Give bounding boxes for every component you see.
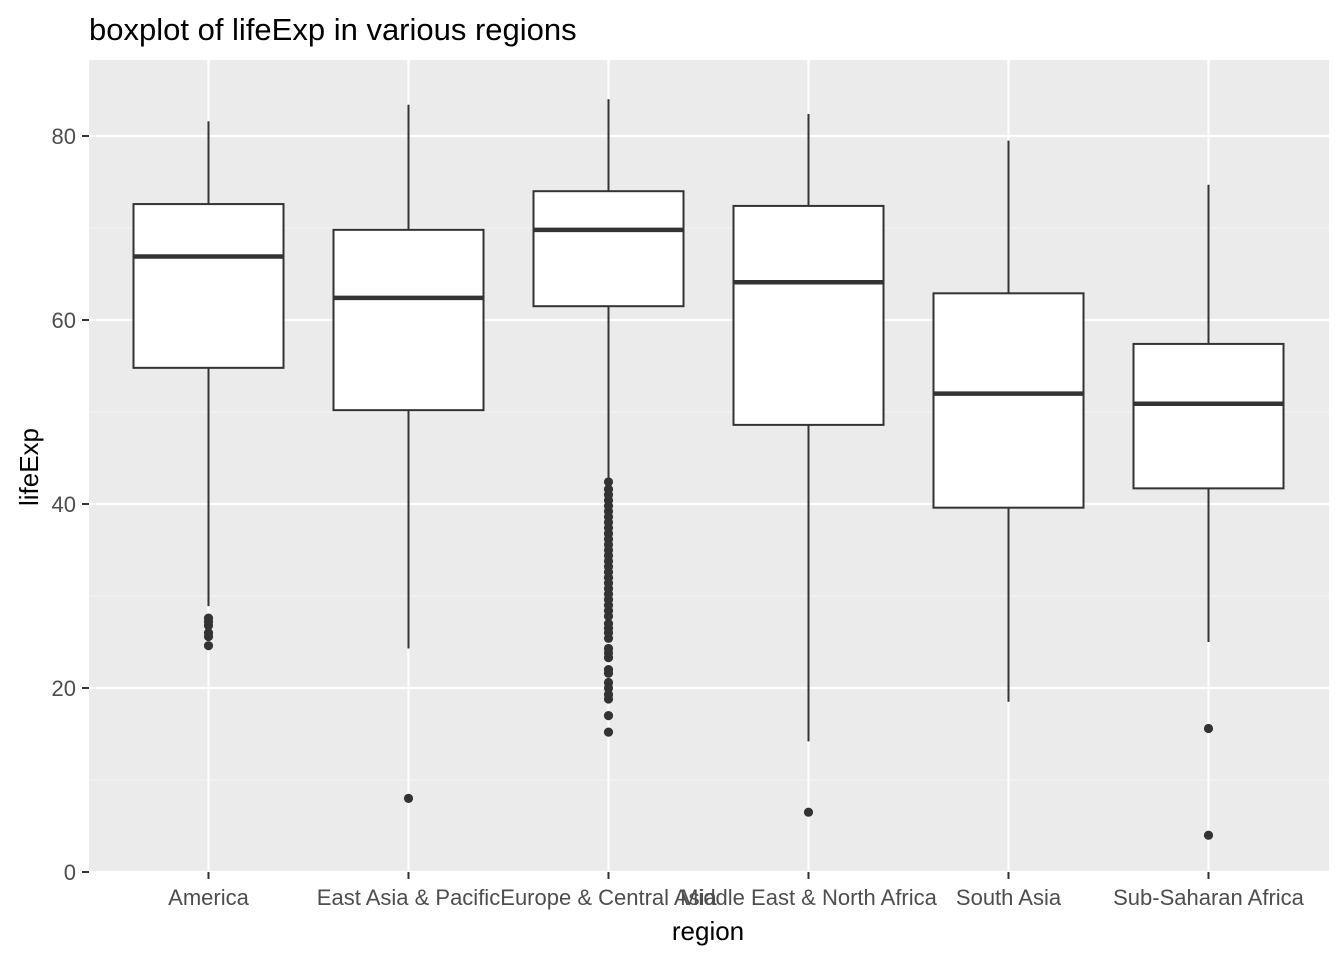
box-iqr <box>932 292 1085 509</box>
box-group <box>532 99 685 737</box>
y-tick-label: 20 <box>52 676 76 701</box>
chart-title: boxplot of lifeExp in various regions <box>89 12 577 47</box>
outlier-point <box>603 484 614 494</box>
outlier-point <box>203 628 214 638</box>
x-axis-title: region <box>672 916 744 946</box>
box-group <box>332 104 485 804</box>
x-tick-label: Middle East & North Africa <box>680 885 938 910</box>
outlier-point <box>603 665 614 675</box>
boxes-layer <box>132 99 1285 840</box>
box-iqr <box>732 204 885 426</box>
x-tick-label: South Asia <box>956 885 1062 910</box>
box-iqr <box>1132 342 1285 490</box>
box-iqr <box>132 203 285 369</box>
box-group <box>732 113 885 817</box>
box-iqr <box>532 190 685 308</box>
y-tick-label: 0 <box>64 860 76 885</box>
x-tick-label: Europe & Central Asia <box>500 885 717 910</box>
outlier-point <box>603 727 614 737</box>
y-tick-label: 60 <box>52 308 76 333</box>
outlier-point <box>1203 830 1214 840</box>
y-tick-label: 80 <box>52 124 76 149</box>
outlier-point <box>603 643 614 654</box>
x-tick-label: East Asia & Pacific <box>317 885 500 910</box>
outlier-point <box>603 619 614 629</box>
box-group <box>1132 184 1285 840</box>
outlier-point <box>403 793 414 804</box>
axes-layer: 0 20 40 60 80 America East Asia & Pacific Europ… <box>52 124 1305 910</box>
x-tick-label: America <box>168 885 249 910</box>
outlier-point <box>603 711 614 721</box>
outlier-point <box>203 641 214 651</box>
y-axis-title: lifeExp <box>14 428 44 506</box>
outlier-point <box>603 689 614 700</box>
x-tick-label: Sub-Saharan Africa <box>1113 885 1305 910</box>
outlier-point <box>603 677 614 688</box>
box-group <box>132 121 285 651</box>
outlier-point <box>1203 723 1214 734</box>
box-iqr <box>332 228 485 412</box>
y-tick-label: 40 <box>52 492 76 517</box>
box-group <box>932 140 1085 702</box>
outlier-point <box>203 613 214 623</box>
plot-panel <box>89 60 1329 872</box>
outlier-point <box>603 477 614 487</box>
outlier-point <box>803 807 814 817</box>
